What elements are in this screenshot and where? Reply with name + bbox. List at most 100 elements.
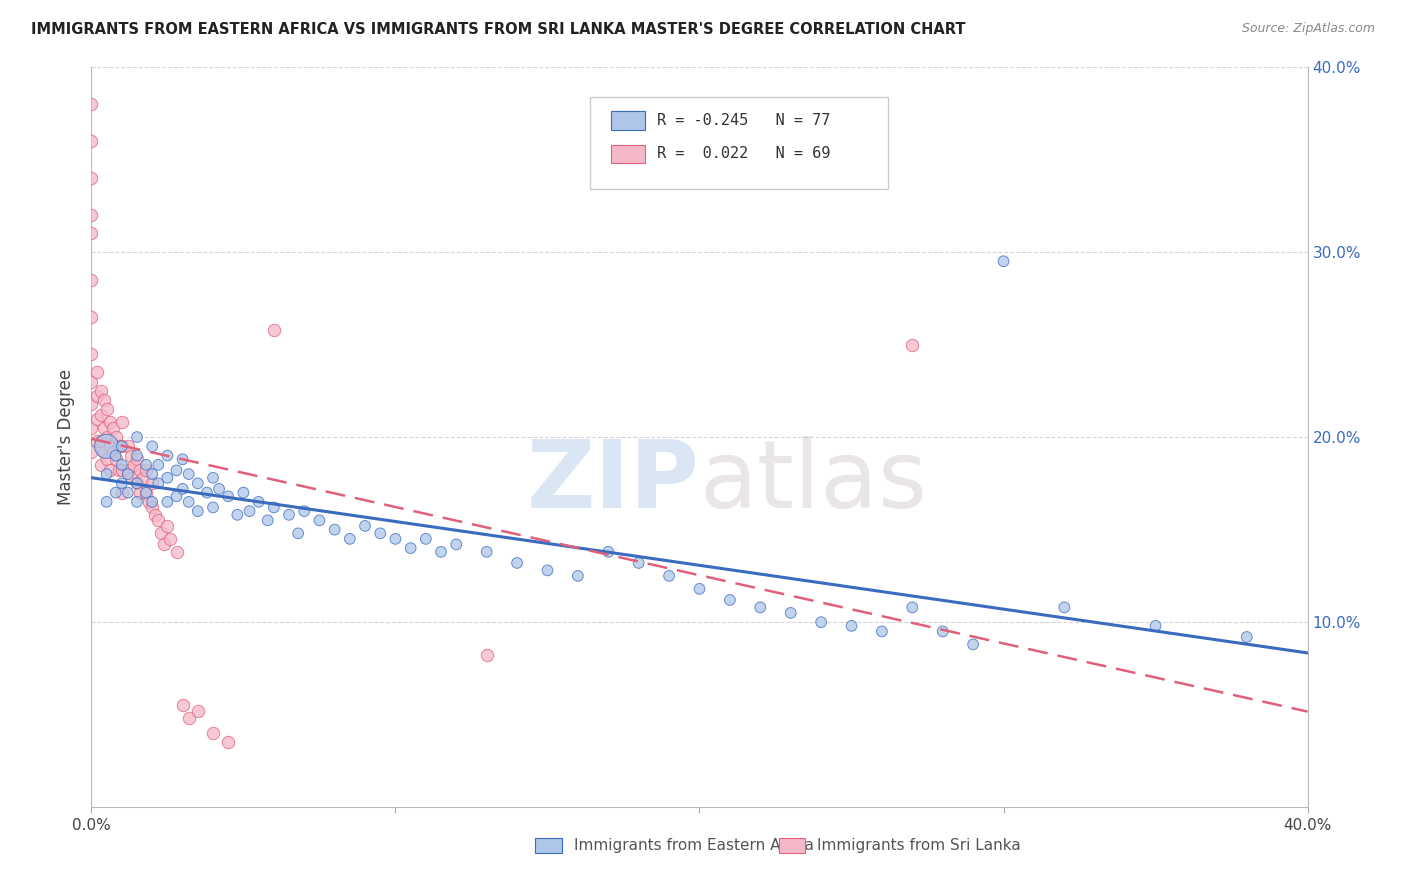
Point (256, 513, 278, 527)
Point (247, 495, 270, 509)
Point (475, 648, 498, 663)
Bar (610, 145, 645, 163)
Point (148, 458, 170, 472)
Point (96, 439, 118, 453)
Point (749, 600, 772, 615)
Point (384, 532, 406, 546)
Point (1053, 600, 1076, 615)
Point (98, 463, 121, 477)
Point (96, 430, 118, 444)
Point (86, 434, 108, 448)
Point (156, 495, 179, 509)
Point (101, 421, 124, 435)
Point (238, 504, 260, 518)
Point (202, 471, 225, 485)
Point (156, 519, 179, 533)
Text: R = -0.245   N = 77: R = -0.245 N = 77 (657, 113, 831, 128)
Point (172, 698, 194, 713)
Point (138, 495, 160, 509)
Point (107, 463, 129, 477)
Point (166, 489, 188, 503)
Point (104, 449, 127, 463)
Point (232, 485, 254, 500)
Point (166, 463, 188, 477)
Point (80, 208, 103, 222)
Point (117, 485, 139, 500)
Point (80, 134, 103, 148)
Point (399, 541, 422, 555)
Point (263, 500, 285, 515)
Point (718, 593, 741, 607)
Point (107, 439, 129, 453)
Point (901, 337, 924, 351)
Point (125, 495, 148, 509)
Point (104, 485, 127, 500)
Point (292, 504, 315, 518)
Point (86, 365, 108, 379)
Point (89, 434, 111, 448)
Point (263, 323, 285, 337)
Point (117, 463, 139, 477)
Point (111, 439, 134, 453)
Point (339, 532, 361, 546)
Point (931, 624, 953, 639)
Point (308, 513, 330, 527)
Point (89, 384, 111, 398)
Point (810, 615, 832, 630)
Point (141, 476, 163, 491)
Point (354, 519, 377, 533)
Point (148, 513, 170, 527)
Point (506, 556, 529, 570)
Bar (779, 838, 806, 853)
Point (536, 563, 558, 577)
Point (195, 485, 218, 500)
Point (598, 545, 620, 559)
Point (444, 537, 467, 551)
Point (98, 415, 121, 429)
Point (80, 310, 103, 324)
Point (86, 389, 108, 403)
Text: ZIP: ZIP (527, 435, 699, 527)
Point (870, 624, 893, 639)
Point (135, 485, 157, 500)
Point (104, 452, 127, 467)
Point (132, 471, 155, 485)
Point (172, 482, 194, 496)
Point (217, 489, 239, 503)
Point (89, 458, 111, 472)
Point (80, 397, 103, 411)
Text: atlas: atlas (699, 435, 928, 527)
Point (93, 445, 115, 459)
Point (415, 532, 437, 546)
Point (208, 482, 231, 496)
Point (122, 458, 145, 472)
Point (177, 467, 200, 482)
Point (475, 545, 498, 559)
Point (658, 569, 681, 583)
Point (89, 408, 111, 422)
Point (111, 415, 134, 429)
Point (177, 495, 200, 509)
Point (120, 471, 142, 485)
Point (187, 504, 209, 518)
Point (1236, 630, 1258, 644)
Point (93, 392, 115, 407)
Point (202, 500, 225, 515)
Point (962, 637, 984, 651)
Point (111, 463, 134, 477)
Point (80, 171, 103, 186)
Point (156, 471, 179, 485)
Point (627, 556, 650, 570)
Text: R =  0.022   N = 69: R = 0.022 N = 69 (657, 146, 831, 161)
Point (96, 467, 118, 482)
Point (80, 227, 103, 241)
Point (567, 569, 589, 583)
Point (93, 421, 115, 435)
Point (141, 439, 163, 453)
Point (80, 445, 103, 459)
Point (323, 523, 346, 537)
Point (129, 485, 152, 500)
Text: Immigrants from Sri Lanka: Immigrants from Sri Lanka (817, 838, 1021, 854)
Point (141, 467, 163, 482)
Point (101, 445, 124, 459)
